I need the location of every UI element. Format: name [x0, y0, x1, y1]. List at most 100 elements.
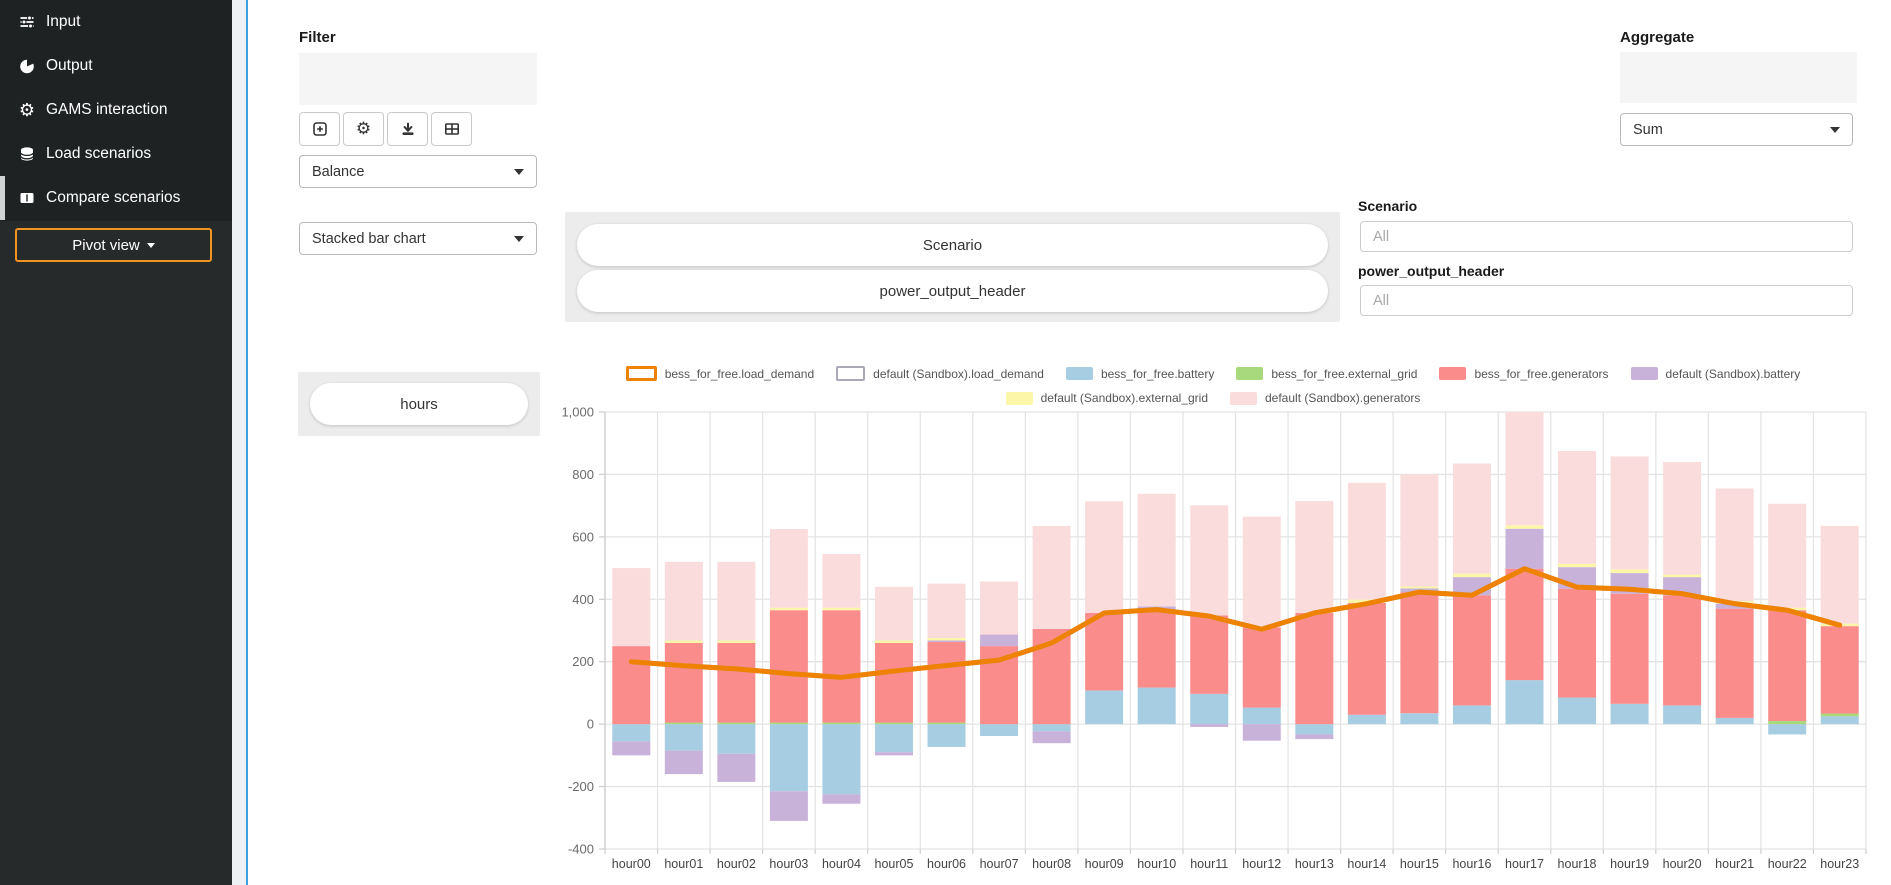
aggregate-label: Aggregate: [1620, 29, 1695, 46]
svg-text:hour21: hour21: [1715, 857, 1754, 871]
legend-label: default (Sandbox).load_demand: [873, 366, 1044, 381]
svg-text:hour19: hour19: [1610, 857, 1649, 871]
aggregate-select[interactable]: Sum: [1620, 113, 1853, 146]
download-icon: [401, 122, 414, 135]
svg-text:hour09: hour09: [1085, 857, 1124, 871]
legend-swatch-icon: [1065, 367, 1093, 380]
pie-chart-icon: [18, 58, 36, 74]
svg-text:600: 600: [572, 529, 594, 544]
plus-square-icon: [312, 122, 327, 136]
svg-text:hour03: hour03: [769, 857, 808, 871]
scenario-filter-input[interactable]: [1360, 221, 1853, 252]
legend-swatch-icon: [1439, 367, 1467, 380]
sidebar-item-label: GAMS interaction: [46, 101, 168, 118]
columns-pill-power-output-header[interactable]: power_output_header: [577, 270, 1328, 312]
svg-text:400: 400: [572, 592, 594, 607]
sidebar-item-input[interactable]: Input: [0, 0, 232, 44]
filter-drop-zone[interactable]: [299, 53, 537, 105]
sidebar: Input Output ⚙ GAMS interaction Load sce…: [0, 0, 232, 885]
svg-text:hour22: hour22: [1768, 857, 1807, 871]
chevron-down-icon: [514, 236, 524, 242]
sidebar-item-compare-scenarios[interactable]: Compare scenarios: [0, 176, 232, 220]
legend-label: bess_for_free.battery: [1100, 366, 1215, 381]
sliders-icon: [18, 14, 36, 30]
legend-label: default (Sandbox).battery: [1665, 366, 1801, 381]
sidebar-item-label: Compare scenarios: [46, 189, 181, 206]
svg-text:hour08: hour08: [1032, 857, 1071, 871]
legend-item[interactable]: default (Sandbox).battery: [1630, 366, 1801, 381]
legend-item[interactable]: bess_for_free.generators: [1439, 366, 1609, 381]
table-view-button[interactable]: [431, 112, 472, 146]
svg-text:hour00: hour00: [612, 857, 651, 871]
columns-pill-zone: Scenario power_output_header: [565, 212, 1340, 322]
rows-pill-hours[interactable]: hours: [310, 383, 528, 425]
stacked-bar-chart[interactable]: 1,000 800 600 400 200 0 -200 -400 hour00 hour01 ho…: [548, 400, 1878, 883]
svg-text:200: 200: [572, 654, 594, 669]
svg-text:hour14: hour14: [1347, 857, 1386, 871]
sidebar-lower-panel: [0, 221, 232, 885]
settings-button[interactable]: ⚙: [343, 112, 384, 146]
svg-text:hour11: hour11: [1190, 857, 1228, 871]
svg-text:hour23: hour23: [1820, 857, 1859, 871]
legend-item[interactable]: bess_for_free.external_grid: [1236, 367, 1417, 381]
sidebar-gutter: [232, 0, 246, 885]
chevron-down-icon: [1830, 127, 1840, 133]
svg-text:hour01: hour01: [664, 857, 703, 871]
sidebar-item-label: Output: [46, 57, 93, 74]
svg-text:-200: -200: [568, 779, 594, 794]
plus-square-button[interactable]: [299, 112, 340, 146]
legend-item[interactable]: default (Sandbox).external_grid: [1005, 391, 1208, 405]
svg-text:hour07: hour07: [980, 857, 1019, 871]
pivot-view-button[interactable]: Pivot view: [15, 228, 212, 262]
legend-label: bess_for_free.generators: [1474, 366, 1609, 381]
legend-label: bess_for_free.load_demand: [664, 366, 815, 381]
legend-label: default (Sandbox).generators: [1265, 391, 1421, 405]
legend-item[interactable]: bess_for_free.battery: [1065, 366, 1215, 381]
svg-text:1,000: 1,000: [561, 405, 594, 420]
svg-text:0: 0: [587, 717, 594, 732]
svg-text:hour15: hour15: [1400, 857, 1439, 871]
columns-pill-scenario[interactable]: Scenario: [577, 224, 1328, 266]
power-output-header-filter-label: power_output_header: [1358, 263, 1505, 279]
legend-swatch-icon: [836, 366, 866, 381]
sidebar-item-load-scenarios[interactable]: Load scenarios: [0, 132, 232, 176]
svg-text:hour18: hour18: [1558, 857, 1597, 871]
gear-icon: ⚙: [355, 119, 372, 138]
filter-label: Filter: [299, 29, 336, 46]
chart-type-select[interactable]: Stacked bar chart: [299, 222, 537, 255]
aggregate-drop-zone[interactable]: [1620, 52, 1857, 103]
download-button[interactable]: [387, 112, 428, 146]
sidebar-item-gams-interaction[interactable]: ⚙ GAMS interaction: [0, 88, 232, 132]
database-icon: [18, 146, 36, 162]
svg-text:hour17: hour17: [1505, 857, 1544, 871]
legend-label: bess_for_free.external_grid: [1271, 366, 1418, 381]
rows-pill-zone: hours: [298, 372, 540, 436]
legend-swatch-icon: [1236, 367, 1264, 380]
legend-swatch-icon: [1630, 367, 1658, 380]
pivot-toolbar: ⚙: [299, 112, 472, 146]
gear-icon: ⚙: [18, 100, 36, 120]
power-output-header-filter-input[interactable]: [1360, 285, 1853, 316]
content-divider-line: [246, 0, 248, 885]
legend-label: default (Sandbox).external_grid: [1040, 391, 1208, 405]
svg-text:hour04: hour04: [822, 857, 861, 871]
svg-text:800: 800: [572, 467, 594, 482]
sidebar-item-label: Input: [46, 13, 81, 30]
view-select[interactable]: Balance: [299, 155, 537, 188]
table-icon: [444, 123, 459, 135]
legend-item[interactable]: default (Sandbox).load_demand: [836, 366, 1044, 381]
sidebar-item-label: Load scenarios: [46, 145, 152, 162]
scenario-filter-label: Scenario: [1358, 198, 1418, 214]
sidebar-item-output[interactable]: Output: [0, 44, 232, 88]
svg-text:hour02: hour02: [717, 857, 756, 871]
svg-text:hour20: hour20: [1663, 857, 1702, 871]
svg-text:hour13: hour13: [1295, 857, 1334, 871]
svg-text:hour06: hour06: [927, 857, 966, 871]
chevron-down-icon: [514, 169, 524, 175]
svg-text:hour12: hour12: [1242, 857, 1281, 871]
legend-item[interactable]: default (Sandbox).generators: [1230, 391, 1420, 405]
svg-text:hour05: hour05: [875, 857, 914, 871]
legend-item[interactable]: bess_for_free.load_demand: [625, 366, 815, 381]
